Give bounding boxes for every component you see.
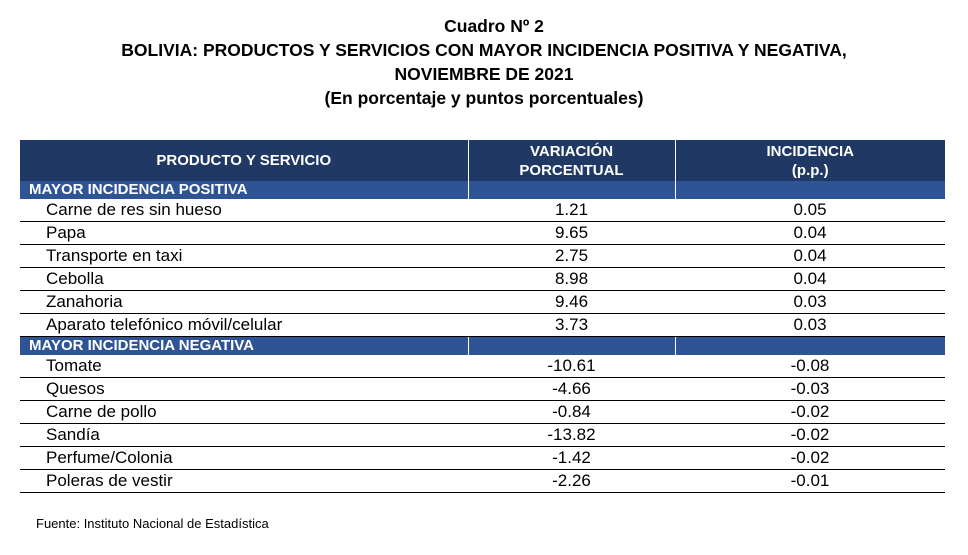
table-row: Quesos -4.66 -0.03 [20, 377, 945, 401]
product-name: Sandía [20, 423, 468, 447]
header-variation: VARIACIÓN PORCENTUAL [467, 140, 675, 181]
incidence-value: 0.04 [675, 221, 945, 245]
section-empty-cell [674, 181, 945, 199]
variation-value: -1.42 [468, 446, 675, 470]
incidence-value: -0.02 [675, 423, 945, 447]
variation-value: 1.21 [468, 199, 675, 222]
table-row: Papa 9.65 0.04 [20, 221, 945, 245]
incidence-value: -0.02 [675, 446, 945, 470]
incidence-value: 0.04 [675, 244, 945, 268]
incidence-value: 0.04 [675, 267, 945, 291]
variation-value: 9.65 [468, 221, 675, 245]
variation-value: -13.82 [468, 423, 675, 447]
incidence-value: 0.03 [675, 290, 945, 314]
variation-value: -2.26 [468, 469, 675, 493]
variation-value: 8.98 [468, 267, 675, 291]
incidence-value: -0.08 [675, 355, 945, 378]
table-row: Carne de pollo -0.84 -0.02 [20, 400, 945, 424]
table-title-block: Cuadro Nº 2 BOLIVIA: PRODUCTOS Y SERVICI… [0, 14, 968, 110]
section-positive: MAYOR INCIDENCIA POSITIVA [20, 181, 945, 199]
header-product-label: PRODUCTO Y SERVICIO [156, 152, 332, 169]
variation-value: 3.73 [468, 313, 675, 337]
incidence-value: 0.05 [675, 199, 945, 222]
incidence-value: -0.02 [675, 400, 945, 424]
product-name: Papa [20, 221, 468, 245]
section-empty-cell [467, 336, 675, 355]
section-label: MAYOR INCIDENCIA NEGATIVA [20, 336, 468, 355]
product-name: Carne de res sin hueso [20, 199, 468, 222]
variation-value: 9.46 [468, 290, 675, 314]
section-negative: MAYOR INCIDENCIA NEGATIVA [20, 336, 945, 355]
table-row: Sandía -13.82 -0.02 [20, 423, 945, 447]
incidence-value: 0.03 [675, 313, 945, 337]
product-name: Aparato telefónico móvil/celular [20, 313, 468, 337]
source-note: Fuente: Instituto Nacional de Estadístic… [36, 516, 269, 531]
table-title-date: NOVIEMBRE DE 2021 [394, 64, 574, 84]
section-empty-cell [674, 336, 945, 355]
variation-value: -0.84 [468, 400, 675, 424]
section-empty-cell [467, 181, 675, 199]
incidence-value: -0.03 [675, 377, 945, 401]
table-row: Cebolla 8.98 0.04 [20, 267, 945, 291]
variation-value: -4.66 [468, 377, 675, 401]
table-row: Zanahoria 9.46 0.03 [20, 290, 945, 314]
product-name: Zanahoria [20, 290, 468, 314]
table-number: Cuadro Nº 2 [444, 16, 544, 36]
table-row: Transporte en taxi 2.75 0.04 [20, 244, 945, 268]
section-label: MAYOR INCIDENCIA POSITIVA [20, 181, 468, 199]
product-name: Perfume/Colonia [20, 446, 468, 470]
header-incidence-line1: INCIDENCIA [766, 142, 854, 160]
product-name: Transporte en taxi [20, 244, 468, 268]
table-subtitle: (En porcentaje y puntos porcentuales) [324, 88, 644, 108]
header-row: PRODUCTO Y SERVICIO VARIACIÓN PORCENTUAL… [20, 140, 945, 181]
variation-value: 2.75 [468, 244, 675, 268]
table-row: Perfume/Colonia -1.42 -0.02 [20, 446, 945, 470]
incidence-value: -0.01 [675, 469, 945, 493]
data-table: PRODUCTO Y SERVICIO VARIACIÓN PORCENTUAL… [20, 140, 945, 493]
table-title: BOLIVIA: PRODUCTOS Y SERVICIOS CON MAYOR… [121, 40, 847, 60]
header-incidence-line2: (p.p.) [791, 161, 829, 179]
header-variation-line1: VARIACIÓN [529, 142, 614, 160]
product-name: Carne de pollo [20, 400, 468, 424]
product-name: Quesos [20, 377, 468, 401]
product-name: Tomate [20, 355, 468, 378]
header-variation-line2: PORCENTUAL [519, 161, 624, 179]
product-name: Poleras de vestir [20, 469, 468, 493]
variation-value: -10.61 [468, 355, 675, 378]
table-row: Aparato telefónico móvil/celular 3.73 0.… [20, 313, 945, 337]
table-row: Carne de res sin hueso 1.21 0.05 [20, 199, 945, 222]
header-incidence: INCIDENCIA (p.p.) [674, 140, 945, 181]
table-row: Poleras de vestir -2.26 -0.01 [20, 469, 945, 493]
header-product: PRODUCTO Y SERVICIO [20, 140, 468, 181]
product-name: Cebolla [20, 267, 468, 291]
table-row: Tomate -10.61 -0.08 [20, 355, 945, 378]
